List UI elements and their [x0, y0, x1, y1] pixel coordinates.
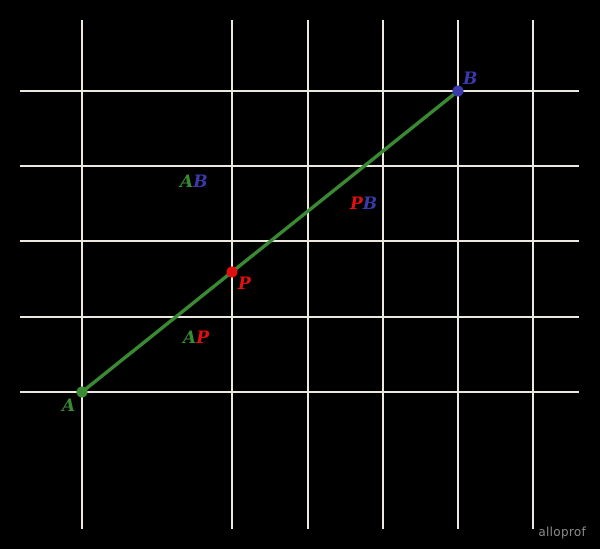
- label-point-p: P: [238, 274, 251, 294]
- label-segment-pb: PB: [350, 196, 377, 213]
- label-segment-ap: AP: [183, 330, 209, 347]
- label-pb-b: B: [362, 194, 378, 214]
- point-p: [226, 266, 238, 278]
- label-pb-p: P: [350, 194, 363, 214]
- label-point-b: B: [463, 69, 478, 89]
- label-ab-b: B: [193, 172, 208, 192]
- segment-ab: [80, 89, 460, 394]
- label-ab-a: A: [180, 172, 194, 192]
- point-a: [76, 386, 88, 398]
- label-point-a: A: [62, 396, 76, 416]
- label-ap-a: A: [183, 328, 197, 348]
- alloprof-watermark: alloprof: [538, 525, 586, 539]
- point-b: [452, 85, 464, 97]
- grid-lines: [20, 20, 579, 529]
- label-ap-p: P: [196, 328, 209, 348]
- label-segment-ab: AB: [180, 174, 208, 191]
